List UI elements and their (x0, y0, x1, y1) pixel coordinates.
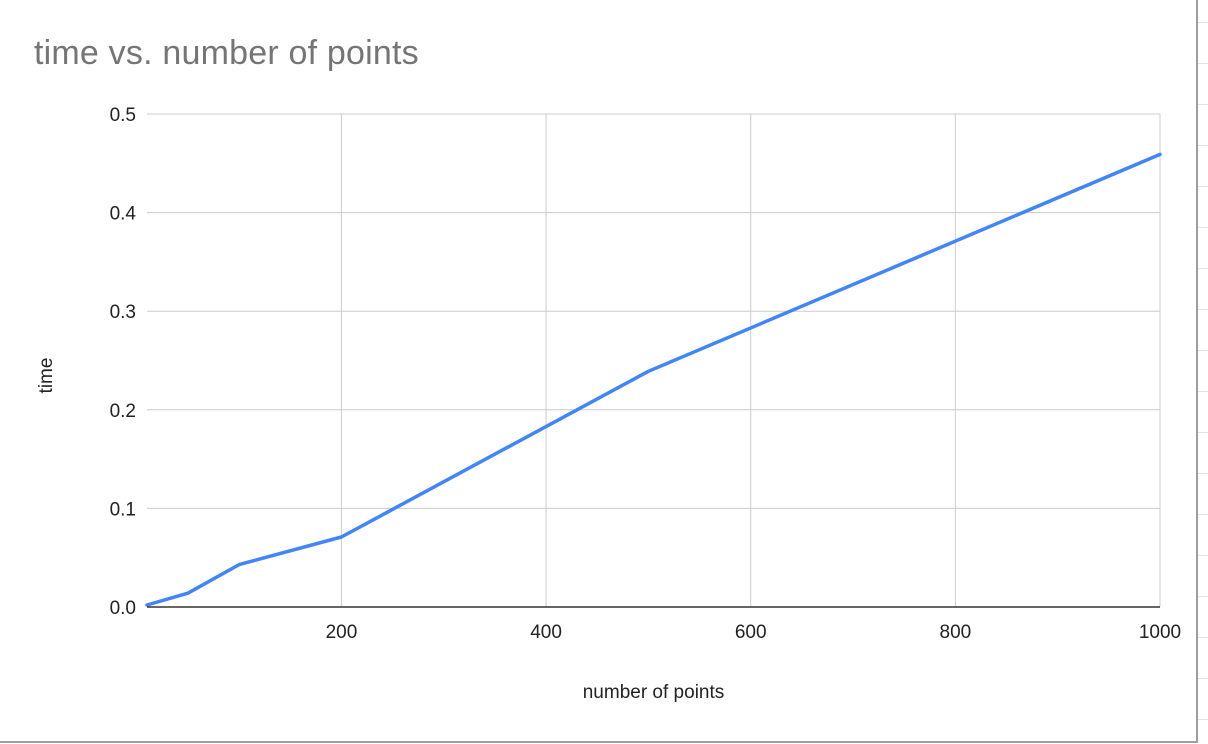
row-divider (1198, 227, 1208, 228)
y-tick-labels: 0.0 0.1 0.2 0.3 0.4 0.5 (110, 105, 137, 619)
row-divider (1198, 473, 1208, 474)
row-divider (1198, 678, 1208, 679)
y-axis-title: time (36, 358, 57, 394)
x-tick-label: 200 (326, 622, 358, 643)
row-divider (1198, 309, 1208, 310)
spreadsheet-edge (1198, 0, 1208, 744)
row-divider (1198, 145, 1208, 146)
row-divider (1198, 350, 1208, 351)
y-tick-label: 0.1 (110, 499, 136, 520)
x-tick-label: 800 (940, 622, 972, 643)
y-tick-label: 0.3 (110, 302, 136, 323)
row-divider (1198, 186, 1208, 187)
y-tick-label: 0.4 (110, 204, 137, 225)
row-divider (1198, 104, 1208, 105)
row-divider (1198, 719, 1208, 720)
chart-title: time vs. number of points (34, 34, 419, 72)
y-tick-label: 0.2 (110, 401, 136, 422)
series-line (145, 152, 1162, 607)
row-divider (1198, 63, 1208, 64)
row-divider (1198, 596, 1208, 597)
x-tick-label: 600 (735, 622, 767, 643)
x-tick-label: 400 (530, 622, 562, 643)
y-tick-label: 0.5 (110, 105, 136, 126)
row-divider (1198, 555, 1208, 556)
y-tick-label: 0.0 (110, 598, 136, 619)
row-divider (1198, 432, 1208, 433)
row-divider (1198, 637, 1208, 638)
x-tick-labels: 200 400 600 800 1000 (326, 622, 1182, 643)
row-divider (1198, 268, 1208, 269)
row-divider (1198, 514, 1208, 515)
row-divider (1198, 22, 1208, 23)
grid-lines (147, 113, 1161, 608)
row-divider (1198, 391, 1208, 392)
x-tick-label: 1000 (1139, 622, 1181, 643)
x-axis-title: number of points (583, 682, 725, 703)
series-lines (145, 152, 1162, 607)
